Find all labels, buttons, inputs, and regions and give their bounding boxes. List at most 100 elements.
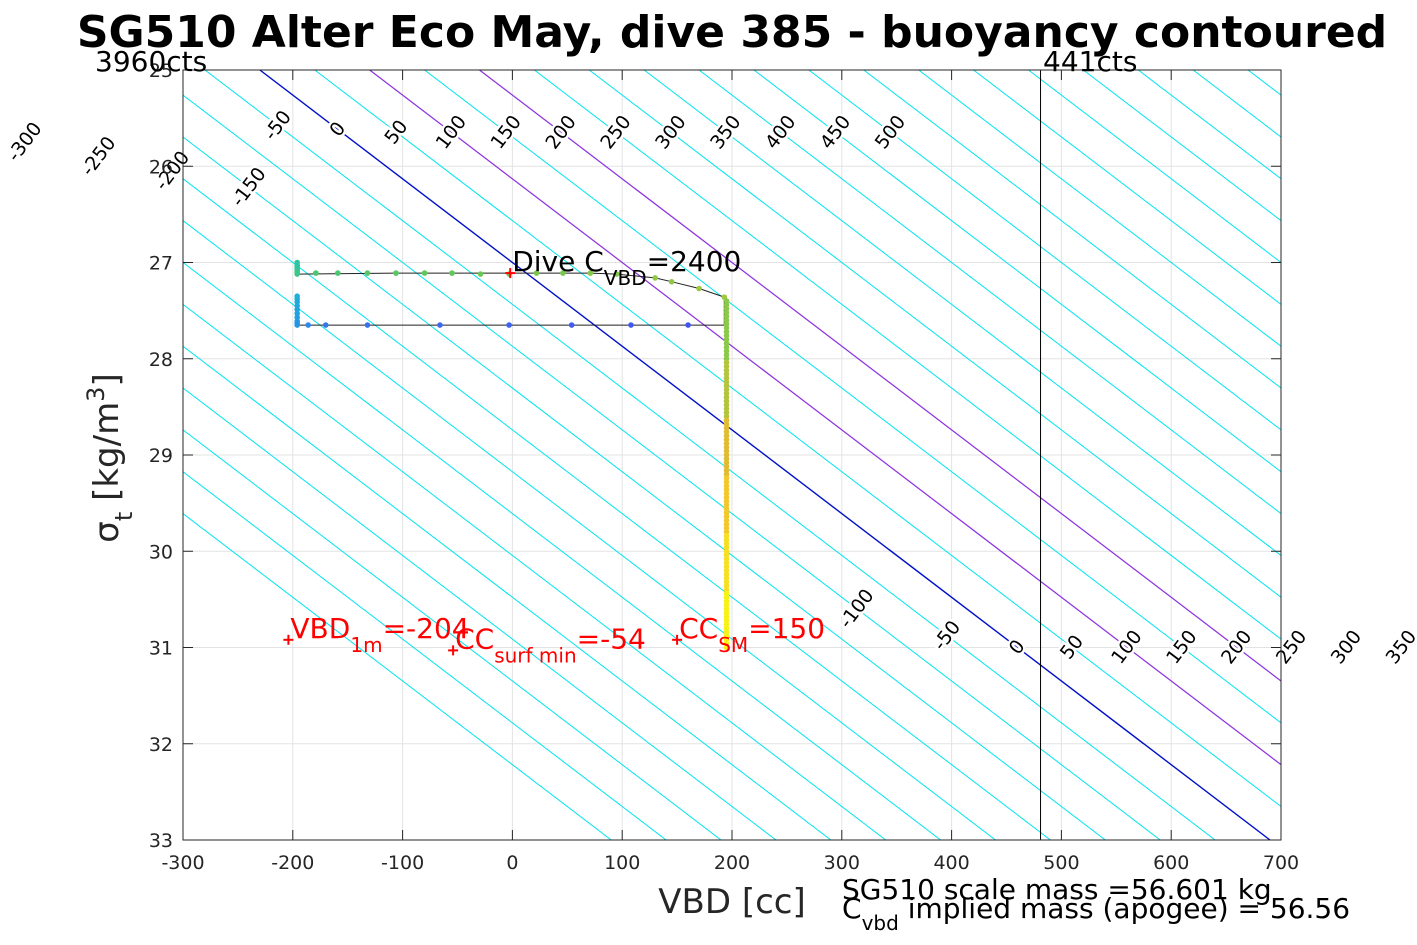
data-point	[723, 344, 730, 351]
contour-line	[183, 94, 1161, 840]
x-tick-label: -300	[161, 852, 204, 874]
data-point	[723, 644, 730, 651]
data-point	[533, 270, 540, 276]
x-tick-label: 300	[824, 852, 860, 874]
data-point	[449, 270, 455, 276]
data-point	[294, 299, 300, 305]
data-point	[723, 536, 730, 543]
data-point	[421, 270, 428, 276]
y-axis-label: σt [kg/m3]	[82, 373, 138, 542]
data-point	[723, 367, 730, 374]
contour-line	[863, 70, 1281, 389]
x-tick-label: 0	[506, 852, 518, 874]
data-point	[723, 332, 730, 339]
data-point	[393, 270, 399, 276]
data-point	[668, 278, 675, 285]
data-point	[723, 432, 730, 439]
contour-line	[753, 70, 1281, 473]
data-point	[723, 509, 730, 516]
data-point	[723, 325, 730, 331]
data-point	[723, 617, 730, 624]
contour-line	[183, 387, 777, 840]
data-point	[723, 621, 730, 628]
data-point	[305, 322, 311, 328]
data-point	[723, 440, 730, 447]
data-point	[364, 270, 371, 276]
data-point	[723, 471, 730, 478]
data-point	[723, 363, 730, 370]
contour-line-zero	[259, 70, 1271, 840]
data-point	[723, 459, 730, 466]
data-point	[723, 633, 730, 639]
data-point	[723, 525, 730, 531]
data-point	[723, 298, 730, 304]
data-point	[723, 425, 730, 431]
data-point	[723, 467, 730, 474]
contour-line	[183, 512, 612, 840]
data-point	[568, 322, 575, 328]
data-point	[723, 375, 730, 381]
x-axis-label: VBD [cc]	[658, 882, 806, 922]
y-tick-label: 30	[149, 541, 173, 563]
y-tick-label: 29	[149, 445, 173, 467]
data-point	[477, 271, 484, 277]
data-point	[723, 413, 730, 420]
data-point	[723, 575, 730, 581]
contour-line-purple	[369, 70, 1281, 766]
data-point	[696, 285, 702, 292]
data-point	[723, 483, 730, 489]
x-tick-label: 200	[714, 852, 750, 874]
x-tick-label: -100	[381, 852, 424, 874]
contour-line	[918, 70, 1281, 347]
data-point	[723, 490, 730, 497]
contour-line-purple	[479, 70, 1281, 682]
data-point	[652, 275, 658, 281]
data-point	[723, 521, 730, 528]
contour-line	[183, 429, 722, 840]
data-point	[723, 486, 730, 493]
contour-line	[1083, 70, 1281, 222]
data-point	[723, 302, 730, 308]
data-point	[335, 270, 341, 276]
data-point	[723, 502, 730, 508]
cc-surf-min-label: CCsurf min=-54	[455, 622, 646, 667]
data-point	[723, 517, 730, 524]
data-point	[437, 322, 443, 328]
data-point	[723, 529, 730, 535]
data-point	[560, 270, 566, 276]
data-point	[723, 540, 730, 547]
data-point	[294, 303, 300, 309]
contour-line	[183, 136, 1106, 840]
data-point	[723, 613, 730, 620]
data-point	[506, 322, 512, 328]
data-point	[723, 382, 730, 389]
data-point	[723, 610, 730, 616]
contour-line	[183, 345, 832, 840]
data-point	[723, 506, 730, 512]
data-point	[322, 322, 329, 328]
data-point	[723, 563, 730, 570]
x-tick-label: 700	[1263, 852, 1299, 874]
data-point	[723, 429, 730, 435]
dive-cvbd-label: Dive CVBD=2400	[512, 245, 741, 290]
data-points	[294, 259, 730, 651]
data-point	[723, 456, 730, 462]
contour-line	[698, 70, 1281, 515]
implied-mass-text: Cvbd implied mass (apogee) = 56.56	[842, 892, 1350, 935]
data-point	[723, 409, 730, 416]
data-point	[723, 560, 730, 566]
y-tick-label: 28	[149, 349, 173, 371]
data-point	[723, 398, 730, 404]
vbd-min-label: 3960cts	[95, 45, 207, 78]
data-point	[723, 390, 730, 397]
data-point	[723, 352, 730, 358]
data-point	[723, 406, 730, 412]
data-point	[723, 355, 730, 362]
contour-line	[183, 261, 941, 840]
data-point	[723, 336, 730, 343]
data-point	[723, 379, 730, 385]
contour-line	[183, 471, 667, 840]
scale-mass-text: SG510 scale mass =56.601 kg	[842, 873, 1272, 906]
y-tick-label: 26	[149, 156, 173, 178]
